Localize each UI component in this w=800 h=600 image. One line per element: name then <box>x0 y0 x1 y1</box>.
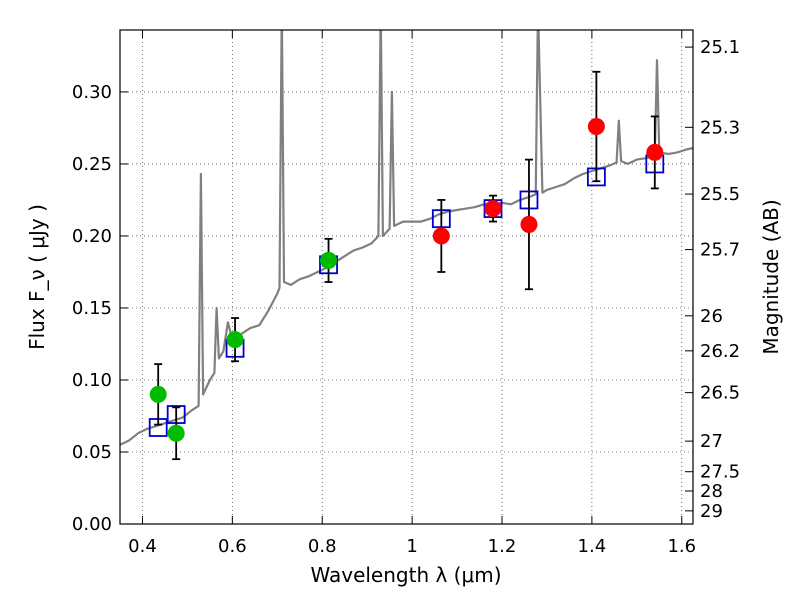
mag-tick-label: 25.5 <box>700 184 740 205</box>
mag-tick-label: 26.5 <box>700 383 740 404</box>
mag-tick-label: 25.3 <box>700 117 740 138</box>
y-tick-label: 0.25 <box>72 154 112 175</box>
observed-flux-point <box>646 143 664 161</box>
y-tick-label: 0.20 <box>72 226 112 247</box>
x-tick-label: 1.4 <box>578 536 607 557</box>
observed-flux-point <box>167 424 185 442</box>
x-tick-label: 1.6 <box>667 536 696 557</box>
sed-model-line <box>120 30 693 446</box>
y-tick-label: 0.15 <box>72 298 112 319</box>
y-tick-label: 0.10 <box>72 370 112 391</box>
observed-flux-point <box>226 331 244 349</box>
plot-frame <box>119 29 694 525</box>
x-tick-label: 0.4 <box>128 536 157 557</box>
mag-tick-label: 29 <box>700 501 723 522</box>
mag-tick-label: 26.2 <box>700 341 740 362</box>
mag-tick-label: 25.7 <box>700 240 740 261</box>
y-tick-label: 0.05 <box>72 442 112 463</box>
observed-flux-point <box>149 385 167 403</box>
axis-ticks: 0.4 0.6 0.8 1 1.2 1.4 1.6 0.00 0.05 0.10 0.15 0.20 0… <box>72 30 740 557</box>
mag-tick-label: 28 <box>700 481 723 502</box>
mag-tick-label: 25.1 <box>700 37 740 58</box>
x-axis-label: Wavelength λ (μm) <box>310 563 501 587</box>
observed-flux-point <box>520 215 538 233</box>
x-tick-label: 0.6 <box>218 536 247 557</box>
observed-flux-point <box>587 117 605 135</box>
x-tick-label: 0.8 <box>308 536 337 557</box>
y-tick-label: 0.00 <box>72 514 112 535</box>
x-tick-label: 1 <box>406 536 417 557</box>
observed-flux-point <box>484 200 502 218</box>
observed-flux-point <box>432 227 450 245</box>
y-axis-label: Flux F_ν ( μJy ) <box>25 204 49 350</box>
observed-flux-point <box>320 251 338 269</box>
y-axis-right-label: Magnitude (AB) <box>759 199 783 354</box>
mag-tick-label: 27 <box>700 431 723 452</box>
mag-tick-label: 26 <box>700 306 723 327</box>
x-tick-label: 1.2 <box>488 536 517 557</box>
plot-markers <box>148 70 665 461</box>
mag-tick-label: 27.5 <box>700 462 740 483</box>
y-tick-label: 0.30 <box>72 82 112 103</box>
plot-series <box>120 30 693 446</box>
